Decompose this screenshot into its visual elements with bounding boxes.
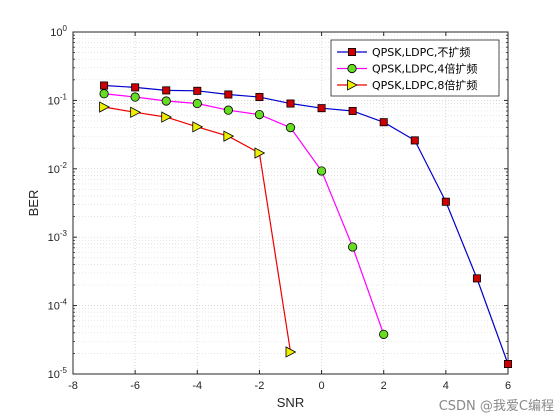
series-2-point	[348, 242, 358, 252]
series-1-point	[410, 136, 419, 145]
series-1-point	[317, 104, 326, 113]
y-tick-base: 10	[48, 301, 60, 313]
legend-label: QPSK,LDPC,8倍扩频	[372, 78, 477, 92]
x-tick-label: 4	[443, 380, 449, 392]
x-tick-label: -6	[130, 380, 140, 392]
legend-swatch-marker	[347, 48, 356, 57]
y-tick-base: 10	[48, 369, 60, 381]
y-tick-exponent: 0	[63, 24, 68, 33]
y-tick-exponent: -5	[60, 366, 68, 375]
legend-swatch-marker	[347, 79, 358, 91]
x-tick-label: -4	[192, 380, 202, 392]
x-tick-label: 6	[505, 380, 511, 392]
series-3-point	[192, 121, 204, 133]
series-1-point	[503, 360, 512, 369]
y-tick-base: 10	[48, 164, 60, 176]
series-2-point	[161, 96, 171, 106]
series-3-point	[99, 101, 110, 113]
y-tick-label: 10-4	[48, 298, 68, 313]
y-tick-base: 10	[48, 232, 60, 244]
y-tick-label: 10-5	[48, 366, 68, 381]
minor-grid	[73, 34, 508, 354]
series-2-line	[104, 93, 385, 335]
series-3-point	[130, 106, 142, 118]
legend-label: QPSK,LDPC,不扩频	[372, 45, 470, 59]
series-3-point	[161, 111, 173, 123]
y-tick-exponent: -1	[60, 92, 68, 101]
series-1-point	[100, 81, 109, 90]
series-2-point	[285, 123, 296, 133]
series-3-point	[223, 130, 235, 142]
series-3	[99, 101, 297, 358]
legend-label: QPSK,LDPC,4倍扩频	[372, 62, 477, 76]
legend-swatch-marker	[347, 63, 357, 74]
series-1-point	[162, 86, 171, 95]
series-1-point	[379, 118, 388, 127]
series-2-point	[254, 110, 265, 120]
series-2	[99, 89, 389, 339]
y-tick-label: 10-1	[48, 92, 68, 107]
x-tick-label: -8	[68, 380, 78, 392]
legend: QPSK,LDPC,不扩频 QPSK,LDPC,4倍扩频 QPSK,LDPC,8倍扩…	[330, 39, 500, 97]
series-1-point	[255, 93, 264, 102]
y-tick-label: 10-3	[48, 229, 68, 244]
series-2-point	[99, 89, 109, 99]
series-3-point	[254, 147, 266, 159]
plot-frame	[72, 31, 509, 375]
x-tick-label: 2	[381, 380, 387, 392]
series-1-point	[286, 99, 295, 108]
legend-entry: QPSK,LDPC,8倍扩频	[337, 78, 477, 92]
series-1-point	[131, 83, 140, 92]
series-1-point	[193, 86, 202, 95]
x-tick-label: 0	[319, 380, 325, 392]
y-tick-exponent: -3	[60, 229, 68, 238]
y-tick-base: 10	[50, 27, 62, 39]
y-tick-base: 10	[48, 95, 60, 107]
y-axis-label: BER	[26, 190, 41, 217]
series-1-point	[472, 274, 481, 283]
series-1-point	[441, 197, 450, 206]
series-layer	[99, 81, 512, 369]
series-3-point	[285, 346, 297, 358]
y-tick-exponent: -4	[60, 298, 68, 307]
y-tick-label: 100	[50, 24, 67, 39]
x-axis-label: SNR	[277, 395, 304, 410]
legend-entry: QPSK,LDPC,4倍扩频	[337, 62, 477, 76]
y-tick-label: 10-2	[48, 161, 68, 176]
watermark: CSDN @我爱C编程	[438, 399, 554, 414]
series-2-point	[130, 92, 140, 102]
series-1-point	[348, 106, 357, 115]
series-2-point	[192, 98, 202, 109]
y-tick-exponent: -2	[60, 161, 68, 170]
series-1	[100, 81, 512, 369]
series-1-point	[224, 90, 233, 99]
series-1-line	[104, 84, 509, 365]
x-tick-label: -2	[255, 380, 265, 392]
series-2-point	[316, 166, 327, 176]
series-2-point	[223, 105, 233, 115]
legend-entry: QPSK,LDPC,不扩频	[337, 45, 470, 59]
series-2-point	[379, 329, 389, 339]
